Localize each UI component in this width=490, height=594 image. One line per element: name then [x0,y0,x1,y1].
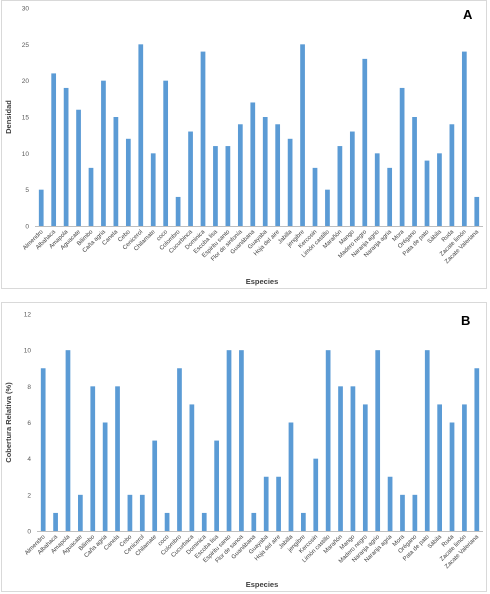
chart-a-ytick-label: 20 [22,78,30,85]
chart-a-bar [461,51,467,226]
chart-a-bar [38,189,44,226]
chart-b-bar [214,440,219,531]
chart-b-bar [375,350,381,531]
chart-b-svg: 024681012AlmendroAlbahacaAmapolaAguacate… [4,312,483,589]
chart-b-bar [90,386,96,531]
chart-a-bar [200,51,206,226]
chart-a-bar [150,153,156,226]
chart-a-bar [138,44,144,226]
chart-b-bar [226,350,232,531]
chart-b-ytick-label: 8 [27,384,31,391]
chart-a-svg: 051015202530AlmendroAlbahacaAmapolaAguac… [4,6,483,286]
chart-b-bar [276,476,281,531]
chart-b-panel-letter: B [461,313,471,328]
chart-b-bar [338,386,343,531]
chart-b-x-axis-title: Especies [246,580,279,589]
chart-a-bar [412,117,417,226]
chart-b-bar [239,350,244,531]
chart-b-bar [139,494,145,531]
chart-b-bar [263,476,269,531]
chart-b-bar [325,350,331,531]
chart-a-bar [125,138,131,226]
chart-a-bar [250,102,256,226]
chart-a-ytick-label: 5 [25,187,29,194]
chart-b-bar [65,350,71,531]
chart-b-bar [301,512,306,531]
chart-b-bar [437,404,442,531]
chart-a-bar [374,153,380,226]
chart-a-bar [362,58,368,227]
chart-b-bar [152,440,158,531]
chart-panel-a: 0 5 10 15 20 25 30 Almendro Albahaca Amapola Aguac… [1,0,487,289]
chart-b-bar [462,404,467,531]
chart-b-bar [164,512,170,531]
chart-a-bar [399,87,405,227]
chart-b-bar [251,512,257,531]
chart-a-bar [387,167,393,226]
chart-a-x-axis-title: Especies [246,277,279,286]
chart-b-bar [387,476,393,531]
chart-a-bar [101,80,106,226]
chart-a-bar [287,138,293,226]
chart-a-bar [113,117,119,226]
chart-a-bar [312,167,318,226]
chart-b-ytick-label: 4 [27,456,31,463]
chart-a-bar [237,124,243,226]
chart-a-bar [449,124,455,226]
chart-b-bar [362,404,368,531]
chart-a-bar [325,189,330,226]
chart-a-bar [175,196,181,226]
chart-a-bar [163,80,169,226]
chart-b-y-axis-title: Cobertura Relativa (%) [4,382,13,463]
chart-a-ytick-label: 10 [22,151,30,158]
chart-b-ytick-label: 0 [27,529,31,536]
chart-a-bar [51,73,57,227]
chart-a-bar [337,146,343,226]
chart-a-bar [300,44,305,226]
chart-a-panel-letter: A [463,7,473,22]
chart-a-bar [88,167,94,226]
chart-b-ytick-label: 2 [27,492,31,499]
chart-b-bar [127,494,133,531]
chart-b-ytick-label: 10 [24,348,32,355]
chart-b-bar [449,422,455,531]
chart-a-bar [424,160,430,226]
chart-a-ytick-label: 15 [22,115,30,122]
chart-a-bar [262,117,268,226]
chart-a-bar [213,146,218,226]
chart-a-bar [225,146,231,226]
chart-a-y-axis-title: Densidad [4,100,13,134]
chart-b-bar [115,386,120,531]
chart-b-category-label: Sábila [427,534,444,551]
chart-b-bar [288,422,294,531]
chart-b-ytick-label: 12 [24,312,32,319]
chart-b-bar [78,494,83,531]
chart-b-bar [53,512,58,531]
chart-b-bar [400,494,405,531]
chart-a-bar [349,131,355,226]
chart-a-bar [474,196,480,226]
chart-b-bar [177,368,182,531]
chart-b-bar [424,350,430,531]
chart-a-ytick-label: 0 [25,224,29,231]
chart-b-bar [102,422,108,531]
chart-a-bar [63,87,69,227]
chart-a-category-label: Sábila [427,229,444,246]
chart-b-bar [474,368,480,531]
chart-panel-b: 0 2 4 6 8 10 12 Almendro Albahaca Amapola Aguacate… [1,302,487,592]
chart-b-bar [201,512,207,531]
chart-b-bar [189,404,195,531]
chart-a-bar [76,109,81,226]
chart-a-ytick-label: 30 [22,6,30,13]
chart-a-bar [437,153,442,226]
chart-b-bar [350,386,356,531]
chart-b-bar [40,368,46,531]
chart-a-bar [275,124,281,226]
chart-a-ytick-label: 25 [22,42,30,49]
chart-b-bar [313,458,319,531]
chart-b-bar [412,494,418,531]
chart-b-ytick-label: 6 [27,420,31,427]
chart-a-bar [188,131,193,226]
